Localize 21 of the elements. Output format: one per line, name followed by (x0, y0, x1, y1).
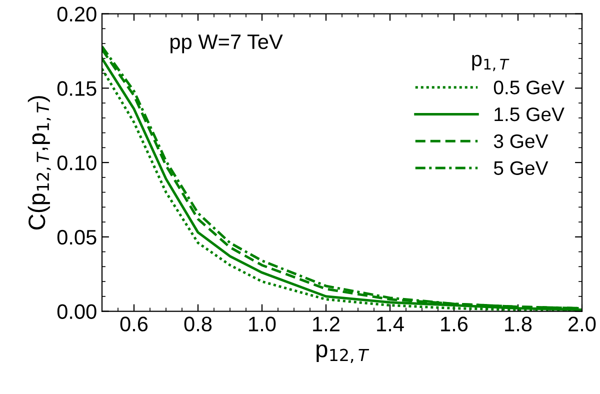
legend-label: 3 GeV (494, 134, 548, 148)
x-tick-label: 2.0 (568, 316, 596, 332)
legend-label: 0.5 GeV (494, 80, 564, 94)
x-tick-label: 1.6 (441, 316, 468, 332)
x-tick-label: 1.8 (505, 316, 532, 332)
y-tick-label: 0.10 (57, 156, 96, 170)
x-tick-label: 1.4 (377, 316, 404, 332)
y-axis-title: C(p$_{12,T}$,p$_{1,T}$) (28, 96, 51, 230)
x-tick-label: 1.2 (313, 316, 340, 332)
legend-label: 1.5 GeV (494, 107, 564, 122)
y-tick-label: 0.20 (57, 6, 96, 22)
x-axis-title: p$_{12,T}$ (316, 344, 370, 363)
legend-label: 5 GeV (494, 161, 548, 175)
x-tick-label: 0.8 (184, 316, 212, 332)
y-tick-label: 0.15 (57, 81, 96, 96)
legend-title: p$_{1,T}$ (472, 54, 510, 72)
annotation: pp W=7 TeV (170, 34, 283, 54)
x-tick-label: 0.6 (120, 316, 148, 332)
y-tick-label: 0.00 (57, 304, 96, 320)
x-tick-label: 1.0 (249, 316, 276, 332)
y-tick-label: 0.05 (57, 230, 96, 245)
